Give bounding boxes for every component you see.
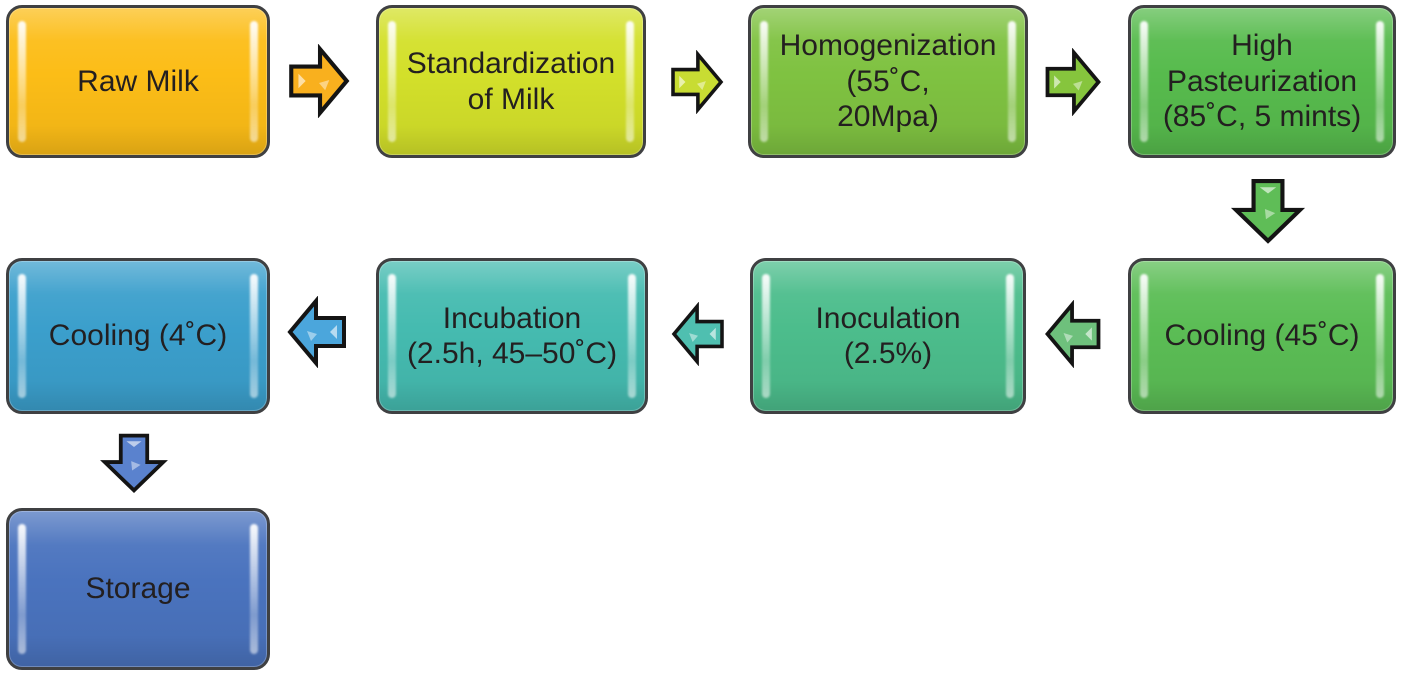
flow-arrow-inoculation-to-incubation <box>670 302 726 366</box>
node-standardization: Standardization of Milk <box>376 5 646 158</box>
node-cooling-4: Cooling (4˚C) <box>6 258 270 414</box>
node-label-cooling-4: Cooling (4˚C) <box>48 319 228 353</box>
node-label-raw-milk: Raw Milk <box>77 64 199 98</box>
arrow-left-icon <box>287 296 346 368</box>
node-label-homogenization: Homogenization (55˚C, 20Mpa) <box>779 29 997 134</box>
flow-arrow-cooling4-to-storage <box>100 432 168 494</box>
node-label-inoculation: Inoculation (2.5%) <box>815 301 961 370</box>
flow-arrow-cooling45-to-inoculation <box>1044 300 1102 368</box>
arrow-right-icon <box>289 44 350 118</box>
flow-arrow-incubation-to-cooling4 <box>286 296 348 368</box>
flow-arrow-homogenization-to-pasteurization <box>1044 48 1102 116</box>
node-homogenization: Homogenization (55˚C, 20Mpa) <box>748 5 1028 158</box>
arrow-down-icon <box>100 433 168 494</box>
node-label-incubation: Incubation (2.5h, 45–50˚C) <box>406 301 618 370</box>
arrow-left-icon <box>671 302 724 366</box>
flow-arrow-pasteurization-to-cooling45 <box>1230 178 1306 244</box>
arrow-left-icon <box>1045 300 1101 368</box>
flow-arrow-raw-to-standardization <box>288 44 350 118</box>
node-label-cooling-45: Cooling (45˚C) <box>1164 319 1360 353</box>
node-high-pasteurization: High Pasteurization (85˚C, 5 mints) <box>1128 5 1396 158</box>
arrow-down-icon <box>1230 179 1306 244</box>
arrow-right-icon <box>1045 48 1101 116</box>
flow-arrow-standardization-to-homogenization <box>670 50 724 114</box>
node-label-high-pasteurization: High Pasteurization (85˚C, 5 mints) <box>1162 29 1362 134</box>
node-raw-milk: Raw Milk <box>6 5 270 158</box>
node-inoculation: Inoculation (2.5%) <box>750 258 1026 414</box>
node-cooling-45: Cooling (45˚C) <box>1128 258 1396 414</box>
node-incubation: Incubation (2.5h, 45–50˚C) <box>376 258 648 414</box>
node-storage: Storage <box>6 508 270 670</box>
node-label-standardization: Standardization of Milk <box>406 47 616 116</box>
arrow-right-icon <box>671 50 724 114</box>
node-label-storage: Storage <box>85 572 191 606</box>
